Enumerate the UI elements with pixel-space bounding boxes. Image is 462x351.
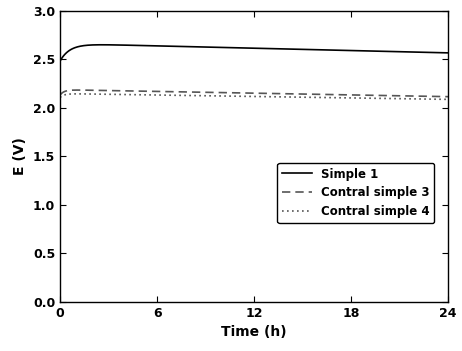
Contral simple 3 (445, 94, 451, 99)
Contral simple 4 (97, 92, 103, 96)
Simple 1 (215, 45, 220, 49)
Contral simple 4 (367, 96, 373, 100)
Contral simple 4 (360, 96, 366, 100)
Legend: Simple 1, Contral simple 3, Contral simple 4: Simple 1, Contral simple 3, Contral simp… (278, 163, 434, 223)
Simple 1 (367, 49, 373, 53)
Contral simple 4 (215, 94, 220, 98)
Contral simple 3 (367, 93, 373, 97)
Contral simple 3 (360, 93, 366, 97)
Contral simple 4 (57, 95, 63, 100)
Contral simple 3 (57, 93, 63, 97)
Contral simple 3 (324, 92, 330, 97)
Line: Contral simple 4: Contral simple 4 (60, 94, 448, 99)
Contral simple 3 (75, 88, 80, 92)
Contral simple 4 (229, 94, 234, 98)
Simple 1 (324, 48, 330, 52)
Contral simple 3 (229, 91, 234, 95)
Simple 1 (97, 43, 103, 47)
Simple 1 (99, 43, 105, 47)
Simple 1 (360, 49, 366, 53)
Y-axis label: E (V): E (V) (13, 137, 27, 175)
X-axis label: Time (h): Time (h) (221, 325, 287, 339)
Simple 1 (57, 59, 63, 63)
Contral simple 3 (215, 91, 220, 95)
Line: Contral simple 3: Contral simple 3 (60, 90, 448, 97)
Contral simple 4 (74, 92, 79, 96)
Simple 1 (229, 46, 234, 50)
Contral simple 4 (324, 95, 330, 100)
Line: Simple 1: Simple 1 (60, 45, 448, 61)
Contral simple 4 (445, 97, 451, 101)
Simple 1 (445, 51, 451, 55)
Contral simple 3 (97, 88, 103, 93)
